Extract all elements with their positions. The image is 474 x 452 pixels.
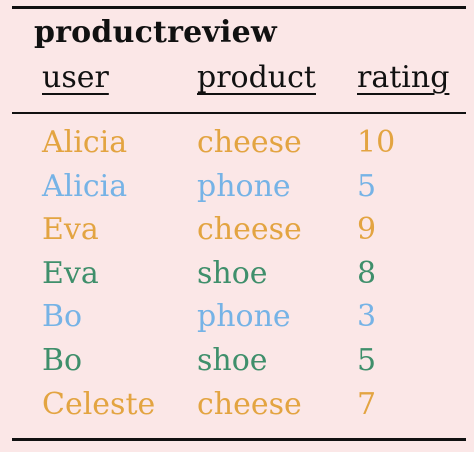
table-body: Alicia cheese 10 Alicia phone 5 Eva chee…	[0, 128, 474, 433]
bottom-rule	[12, 438, 466, 441]
header-rating: rating	[357, 60, 450, 95]
cell-rating: 9	[357, 212, 377, 248]
cell-rating: 8	[357, 255, 377, 291]
cell-user: Bo	[42, 342, 83, 378]
table-row: Celeste cheese 7	[0, 386, 474, 434]
cell-rating: 3	[357, 299, 377, 335]
table-row: Bo phone 3	[0, 302, 474, 346]
cell-user: Eva	[42, 255, 99, 291]
header-product: product	[197, 60, 316, 95]
cell-product: phone	[197, 168, 291, 204]
cell-product: cheese	[197, 125, 302, 160]
cell-user: Celeste	[42, 386, 156, 422]
table-row: Bo shoe 5	[0, 342, 474, 390]
cell-product: cheese	[197, 386, 302, 422]
cell-user: Alicia	[42, 168, 128, 204]
table-row: Eva cheese 9	[0, 215, 474, 259]
cell-rating: 5	[357, 168, 377, 204]
cell-rating: 10	[357, 125, 396, 160]
cell-rating: 7	[357, 386, 377, 422]
cell-user: Eva	[42, 212, 99, 248]
cell-product: shoe	[197, 255, 268, 291]
table-row: Alicia cheese 10	[0, 128, 474, 172]
table-title: productreview	[34, 15, 277, 50]
header-user: user	[42, 60, 109, 95]
cell-user: Bo	[42, 299, 83, 335]
header-rule	[12, 112, 466, 114]
cell-user: Alicia	[42, 125, 128, 160]
cell-rating: 5	[357, 342, 377, 378]
table-row: Alicia phone 5	[0, 168, 474, 216]
cell-product: shoe	[197, 342, 268, 378]
cell-product: cheese	[197, 212, 302, 248]
top-rule	[12, 6, 466, 9]
table-header: user product rating	[0, 63, 474, 101]
cell-product: phone	[197, 299, 291, 335]
table-row: Eva shoe 8	[0, 255, 474, 303]
